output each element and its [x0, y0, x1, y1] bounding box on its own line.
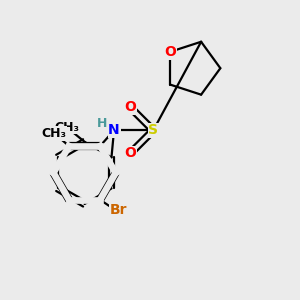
Text: N: N — [108, 123, 120, 137]
Text: CH₃: CH₃ — [54, 121, 79, 134]
Text: O: O — [164, 45, 176, 59]
Text: O: O — [124, 146, 136, 160]
Text: CH₃: CH₃ — [42, 127, 67, 140]
Text: H: H — [96, 117, 107, 130]
Text: O: O — [124, 100, 136, 115]
Text: S: S — [148, 123, 158, 137]
Text: Br: Br — [110, 202, 127, 217]
